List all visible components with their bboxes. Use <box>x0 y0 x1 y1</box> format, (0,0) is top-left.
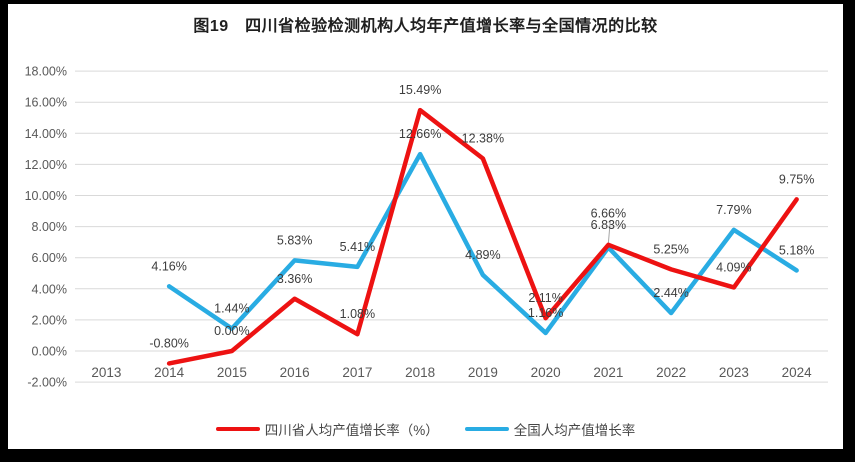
data-label-sichuan-2024: 9.75% <box>779 172 814 186</box>
data-label-sichuan-2016: 3.36% <box>277 272 312 286</box>
x-axis-category-label: 2021 <box>593 365 623 380</box>
data-label-sichuan-2021: 6.83% <box>591 218 626 232</box>
data-label-national-2023: 7.79% <box>716 203 751 217</box>
data-label-sichuan-2014: -0.80% <box>149 336 189 350</box>
data-label-leader-line <box>607 219 611 243</box>
data-label-sichuan-2023: 4.09% <box>716 260 751 274</box>
data-label-national-2017: 5.41% <box>340 240 375 254</box>
data-label-sichuan-2015: 0.00% <box>214 324 249 338</box>
y-axis-tick-label: -2.00% <box>27 376 67 390</box>
data-label-sichuan-2020: 2.11% <box>528 291 563 305</box>
y-axis-tick-label: 18.00% <box>25 65 67 79</box>
data-label-national-2015: 1.44% <box>214 302 249 316</box>
data-label-national-2024: 5.18% <box>779 243 814 257</box>
x-axis-category-label: 2016 <box>280 365 310 380</box>
y-axis-tick-label: 8.00% <box>32 220 67 234</box>
data-label-sichuan-2022: 5.25% <box>653 242 688 256</box>
chart-canvas: 图19 四川省检验检测机构人均年产值增长率与全国情况的比较 -2.00% 0.00… <box>8 4 843 449</box>
x-axis-category-label: 2022 <box>656 365 686 380</box>
chart-title: 图19 四川省检验检测机构人均年产值增长率与全国情况的比较 <box>193 18 658 35</box>
data-label-national-2022: 2.44% <box>653 286 688 300</box>
data-label-national-2020: 1.16% <box>528 306 563 320</box>
data-label-national-2016: 5.83% <box>277 233 312 247</box>
data-label-sichuan-2019: 12.38% <box>462 131 504 145</box>
y-axis-tick-label: 16.00% <box>25 96 67 110</box>
y-axis-tick-label: 6.00% <box>32 251 67 265</box>
x-axis-category-label: 2019 <box>468 365 498 380</box>
x-axis-category-label: 2014 <box>154 365 185 380</box>
x-axis-category-label: 2020 <box>531 365 561 380</box>
y-axis-tick-label: 4.00% <box>32 282 67 296</box>
legend-swatch-national <box>464 426 509 432</box>
legend-item-national: 全国人均产值增长率 <box>464 419 636 439</box>
legend-label-sichuan: 四川省人均产值增长率（%） <box>264 423 439 438</box>
legend-label-national: 全国人均产值增长率 <box>513 423 636 438</box>
data-label-sichuan-2018: 15.49% <box>399 83 441 97</box>
data-label-national-2014: 4.16% <box>151 259 186 273</box>
legend-swatch-sichuan <box>215 426 260 432</box>
data-label-national-2018: 12.66% <box>399 127 441 141</box>
data-label-national-2019: 4.89% <box>465 248 500 262</box>
chart-legend: 四川省人均产值增长率（%） 全国人均产值增长率 <box>8 419 843 439</box>
x-axis-category-label: 2013 <box>91 365 121 380</box>
x-axis-category-label: 2015 <box>217 365 247 380</box>
chart-plot: -2.00% 0.00% 2.00% 4.00% 6.00% 8.00% 10.00% 12.… <box>25 65 828 390</box>
data-label-national-2021: 6.66% <box>591 206 626 220</box>
x-axis-category-label: 2024 <box>782 365 813 380</box>
y-axis-tick-label: 2.00% <box>32 313 67 327</box>
x-axis-category-label: 2018 <box>405 365 435 380</box>
series-line-sichuan <box>166 107 799 366</box>
x-axis-category-label: 2017 <box>342 365 372 380</box>
y-axis-tick-label: 10.00% <box>25 189 67 203</box>
y-axis-tick-label: 14.00% <box>25 127 67 141</box>
y-axis-tick-label: 12.00% <box>25 158 67 172</box>
x-axis-category-label: 2023 <box>719 365 749 380</box>
series-line-national <box>166 151 799 336</box>
legend-item-sichuan: 四川省人均产值增长率（%） <box>215 419 439 439</box>
data-label-sichuan-2017: 1.08% <box>340 307 375 321</box>
y-axis-tick-label: 0.00% <box>32 345 67 359</box>
